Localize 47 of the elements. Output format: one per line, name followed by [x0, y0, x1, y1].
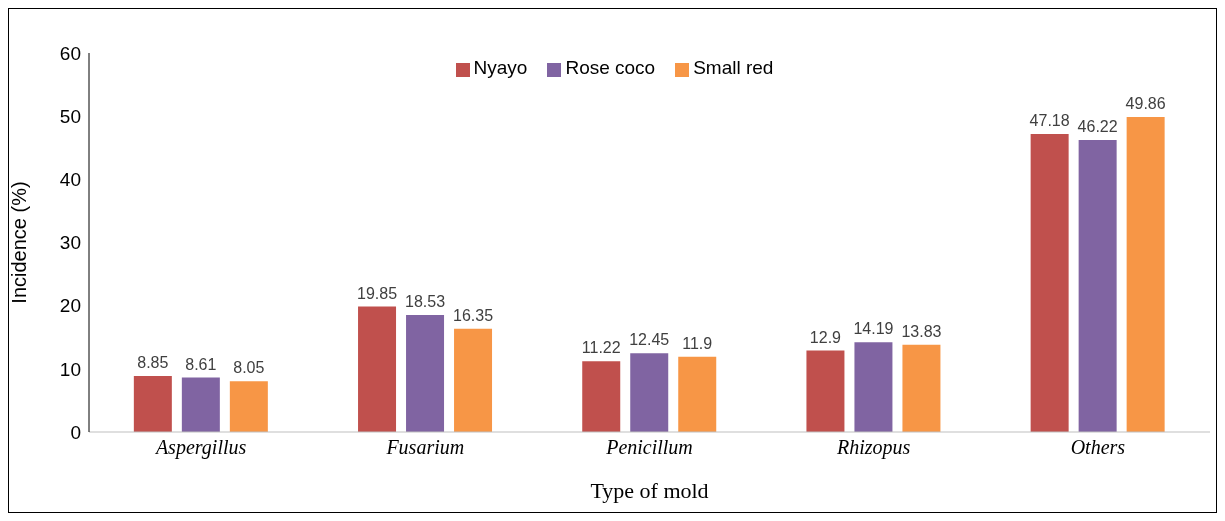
bar: [1078, 140, 1117, 432]
y-tick-label: 40: [59, 169, 81, 191]
bar: [1030, 133, 1069, 432]
bar: [902, 344, 941, 432]
data-label: 14.19: [853, 320, 894, 338]
y-tick-label: 30: [59, 232, 81, 254]
data-label: 19.85: [357, 284, 398, 302]
bar: [806, 350, 845, 432]
data-label: 11.22: [581, 339, 621, 357]
y-axis-title: Incidence (%): [8, 181, 31, 304]
data-label: 8.61: [185, 355, 217, 373]
data-label: 8.85: [137, 354, 169, 372]
data-label: 8.05: [233, 359, 265, 377]
legend-label: Rose coco: [565, 57, 656, 78]
data-label: 11.9: [682, 334, 713, 352]
x-tick-label: Rhizopus: [836, 436, 911, 460]
bar: [630, 353, 669, 432]
bar: [582, 361, 621, 432]
x-tick-label: Penicillum: [605, 436, 693, 459]
y-tick-label: 20: [59, 295, 81, 317]
bar: [181, 377, 220, 432]
data-label: 13.83: [901, 322, 942, 340]
bar: [1126, 117, 1165, 432]
bar: [133, 376, 172, 432]
x-tick-label: Fusarium: [385, 436, 465, 459]
data-label: 46.22: [1077, 118, 1118, 136]
bar: [358, 306, 397, 432]
x-tick-label: Aspergillus: [153, 436, 247, 460]
data-label: 12.45: [629, 331, 670, 349]
x-tick-label: Others: [1070, 436, 1126, 459]
bar: [406, 314, 445, 432]
data-label: 16.35: [453, 306, 494, 324]
data-label: 47.18: [1029, 111, 1070, 129]
legend-label: Nyayo: [473, 57, 528, 78]
data-label: 18.53: [405, 292, 446, 310]
bar: [229, 381, 268, 432]
bar: [454, 328, 493, 432]
bar: [678, 356, 717, 432]
y-tick-label: 50: [59, 105, 81, 127]
y-tick-label: 0: [70, 421, 81, 443]
y-tick-label: 60: [59, 42, 81, 64]
bar: [854, 342, 893, 432]
legend-label: Small red: [693, 57, 774, 78]
x-axis-title: Type of mold: [590, 478, 709, 503]
data-label: 49.86: [1125, 95, 1166, 113]
y-tick-label: 10: [59, 358, 81, 380]
data-label: 12.9: [809, 328, 842, 346]
